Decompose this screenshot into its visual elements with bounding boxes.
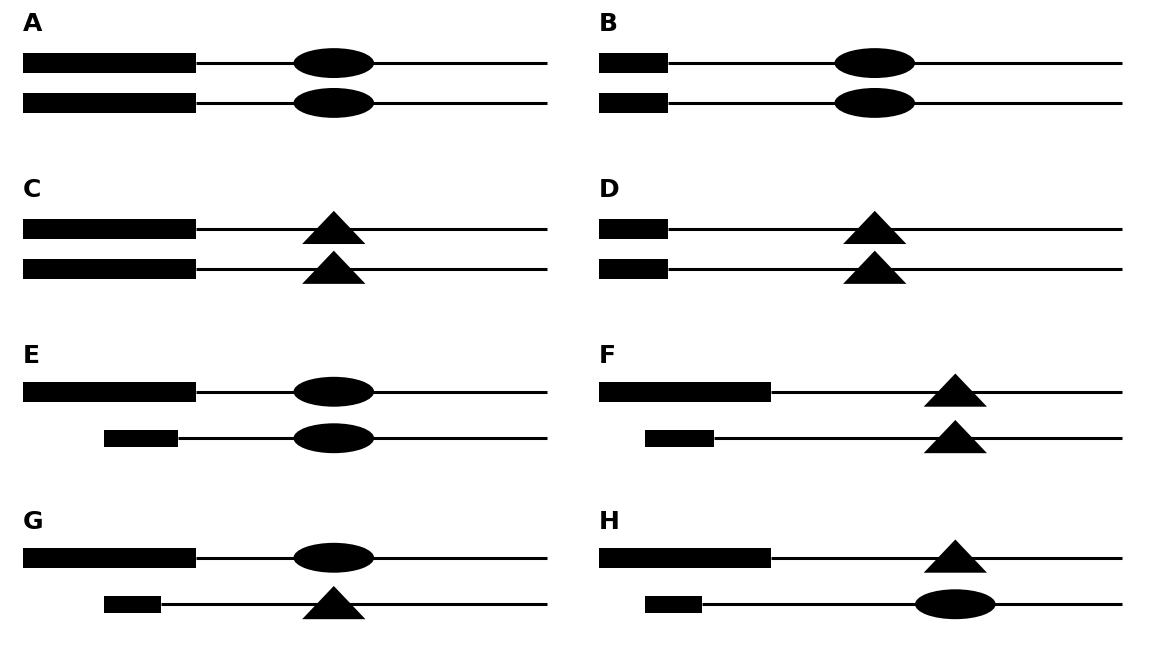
- Text: G: G: [23, 510, 44, 534]
- Text: H: H: [599, 510, 619, 534]
- Ellipse shape: [294, 543, 374, 572]
- Bar: [23, 93, 196, 113]
- Bar: [599, 382, 771, 402]
- Polygon shape: [924, 420, 988, 454]
- Bar: [645, 430, 714, 446]
- Text: D: D: [599, 177, 619, 202]
- Ellipse shape: [294, 424, 374, 453]
- Bar: [23, 219, 196, 239]
- Bar: [104, 596, 161, 612]
- Ellipse shape: [834, 48, 915, 78]
- Text: C: C: [23, 177, 41, 202]
- Text: B: B: [599, 11, 618, 36]
- Bar: [599, 53, 668, 73]
- Polygon shape: [302, 251, 366, 284]
- Bar: [23, 382, 196, 402]
- Ellipse shape: [834, 88, 915, 118]
- Polygon shape: [302, 211, 366, 244]
- Text: A: A: [23, 11, 43, 36]
- Text: E: E: [23, 343, 40, 368]
- Bar: [23, 259, 196, 279]
- Polygon shape: [302, 586, 366, 619]
- Text: F: F: [599, 343, 616, 368]
- Bar: [23, 53, 196, 73]
- Polygon shape: [924, 373, 988, 406]
- Bar: [104, 430, 178, 446]
- Bar: [599, 93, 668, 113]
- Bar: [599, 219, 668, 239]
- Bar: [23, 548, 196, 568]
- Polygon shape: [843, 251, 907, 284]
- Ellipse shape: [915, 590, 996, 619]
- Ellipse shape: [294, 48, 374, 78]
- Polygon shape: [924, 539, 988, 572]
- Bar: [599, 259, 668, 279]
- Bar: [645, 596, 702, 612]
- Polygon shape: [843, 211, 907, 244]
- Ellipse shape: [294, 376, 374, 406]
- Bar: [599, 548, 771, 568]
- Ellipse shape: [294, 88, 374, 118]
